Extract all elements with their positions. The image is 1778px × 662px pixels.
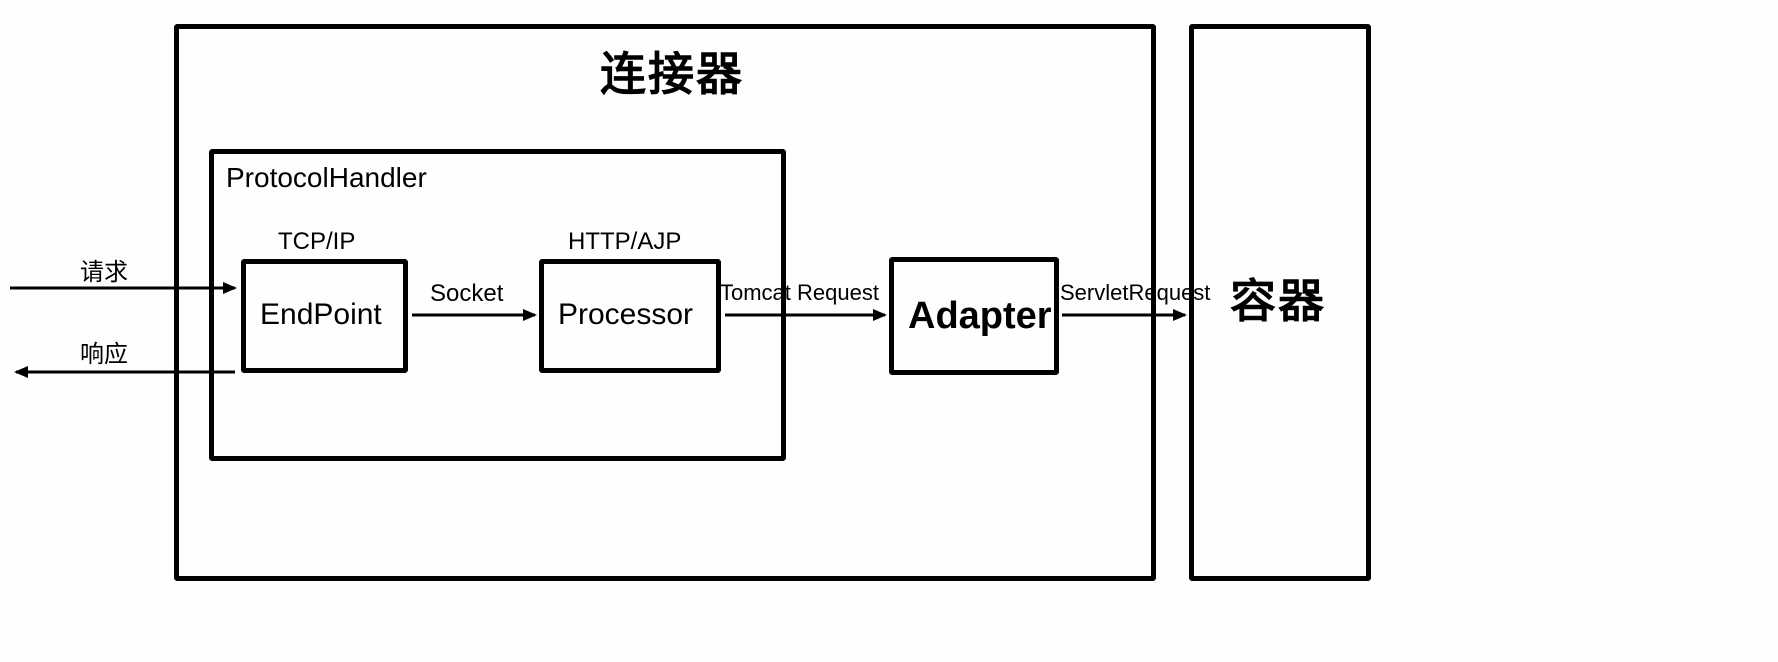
- arrows-svg: [0, 0, 1400, 600]
